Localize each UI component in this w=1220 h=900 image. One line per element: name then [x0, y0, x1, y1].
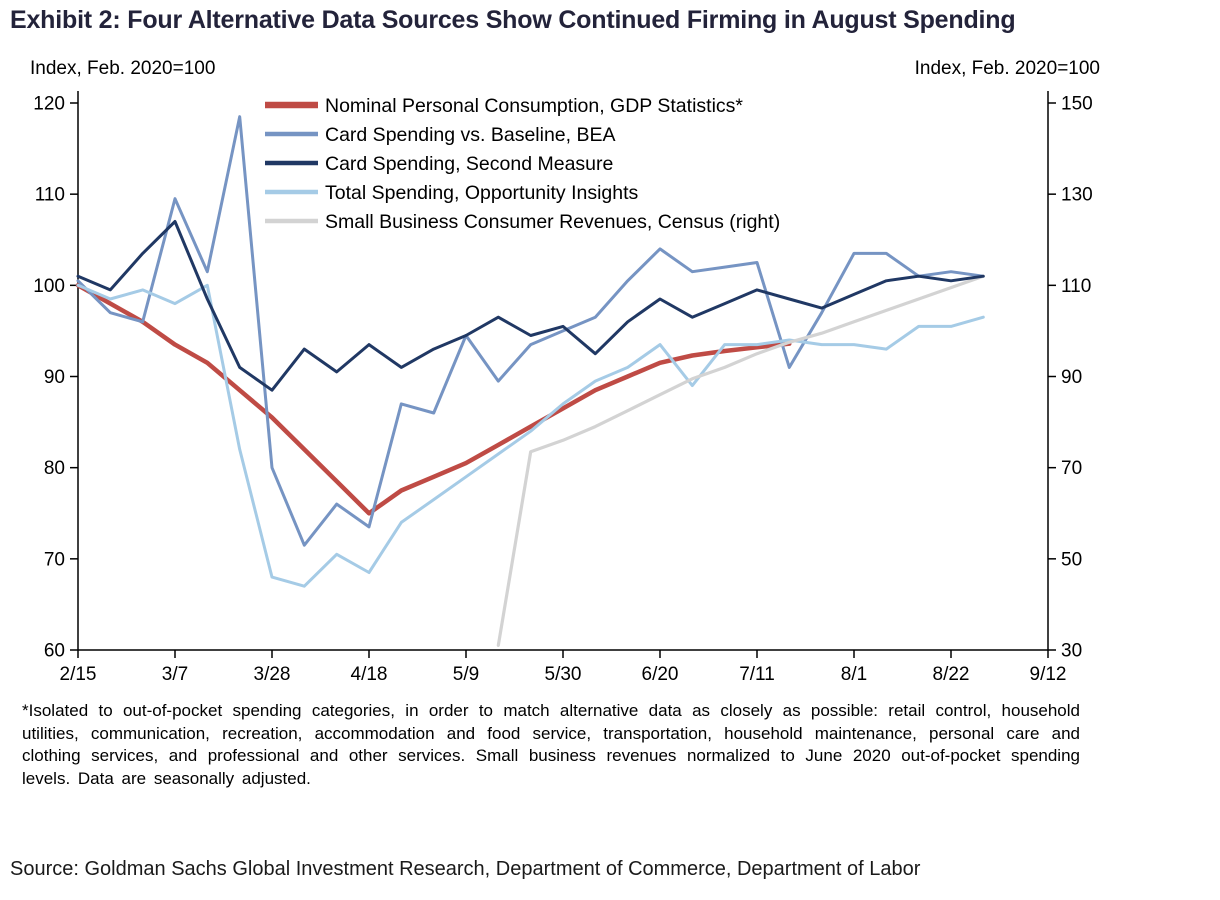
left-tick-label: 70: [44, 549, 65, 570]
x-tick-label: 5/30: [545, 664, 582, 685]
series-line-3: [76, 283, 985, 588]
right-tick-label: 110: [1061, 276, 1091, 297]
source-line: Source: Goldman Sachs Global Investment …: [10, 858, 921, 880]
left-axis-title: Index, Feb. 2020=100: [30, 58, 216, 79]
right-tick-label: 90: [1061, 367, 1082, 388]
right-tick-label: 70: [1061, 458, 1082, 479]
exhibit-title: Exhibit 2: Four Alternative Data Sources…: [10, 6, 1016, 34]
x-tick-label: 2/15: [60, 664, 97, 685]
right-tick-label: 50: [1061, 549, 1082, 570]
series-line-4: [496, 274, 985, 647]
right-axis-title: Index, Feb. 2020=100: [914, 58, 1100, 79]
x-tick-label: 3/28: [254, 664, 291, 685]
spending-line-chart: 120 110 100 90 80 70 60 150 130 110 90 70 50 30 2/15 3/…: [33, 91, 1093, 685]
left-tick-label: 90: [44, 367, 65, 388]
x-tick-label: 8/22: [933, 664, 970, 685]
right-tick-label: 150: [1061, 94, 1093, 115]
x-tick-label: 8/1: [841, 664, 867, 685]
x-tick-label: 4/18: [351, 664, 388, 685]
right-tick-label: 30: [1061, 641, 1082, 662]
legend-label-2: Card Spending, Second Measure: [325, 153, 613, 175]
legend-label-4: Small Business Consumer Revenues, Census…: [325, 211, 780, 233]
left-tick-label: 100: [33, 276, 65, 297]
legend-label-3: Total Spending, Opportunity Insights: [325, 182, 639, 204]
left-tick-label: 120: [33, 94, 65, 115]
footnote: *Isolated to out-of-pocket spending cate…: [22, 701, 1080, 788]
x-tick-label: 5/9: [453, 664, 479, 685]
left-tick-label: 80: [44, 458, 65, 479]
legend-label-1: Card Spending vs. Baseline, BEA: [325, 124, 616, 146]
x-tick-label: 3/7: [162, 664, 188, 685]
series-line-2: [76, 220, 985, 392]
legend-label-0: Nominal Personal Consumption, GDP Statis…: [325, 95, 743, 117]
left-tick-label: 60: [44, 641, 65, 662]
series-line-0: [75, 283, 792, 516]
right-tick-label: 130: [1061, 185, 1093, 206]
series-line-1: [76, 115, 985, 547]
left-tick-label: 110: [35, 185, 65, 206]
x-tick-label: 9/12: [1030, 664, 1067, 685]
x-tick-label: 7/11: [739, 664, 775, 685]
x-tick-label: 6/20: [642, 664, 679, 685]
